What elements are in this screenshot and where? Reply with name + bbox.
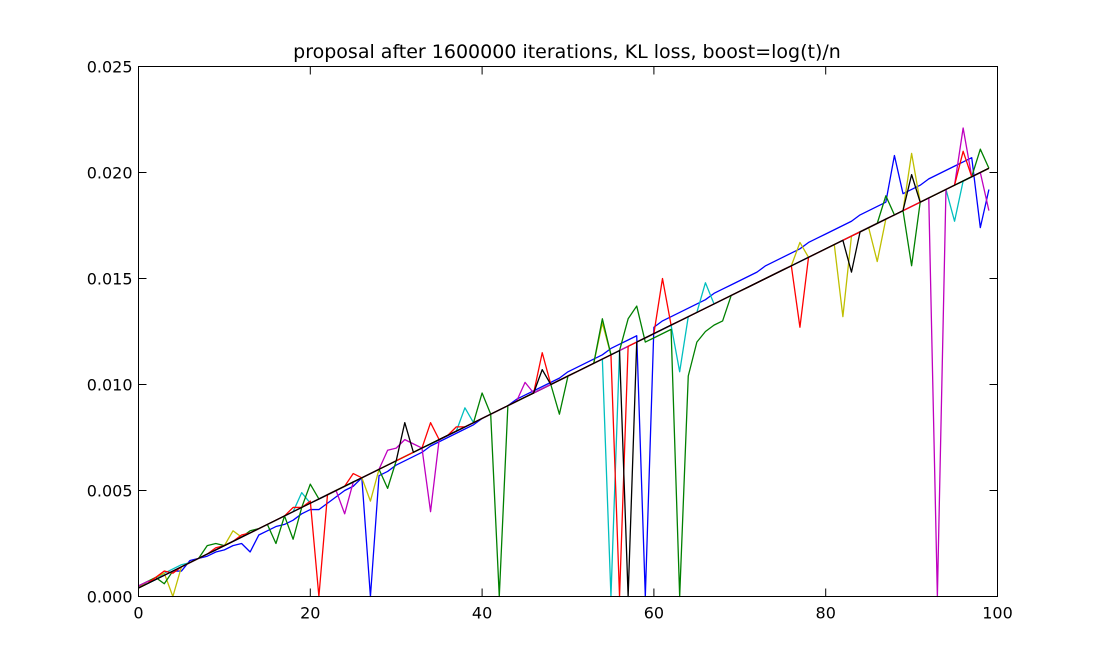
y-tick-label: 0.015: [87, 270, 133, 289]
x-tick-label: 80: [816, 604, 836, 623]
chart-title: proposal after 1600000 iterations, KL lo…: [293, 41, 841, 63]
y-tick-label: 0.000: [87, 588, 133, 607]
y-tick-label: 0.025: [87, 58, 133, 77]
x-tick-label: 20: [300, 604, 320, 623]
series-layer: [138, 127, 990, 598]
series-line-1: [138, 154, 990, 598]
y-tick-label: 0.005: [87, 482, 133, 501]
x-tick-label: 0: [133, 604, 143, 623]
x-tick-label: 60: [644, 604, 664, 623]
series-line-7: [138, 167, 990, 598]
plot-frame: [138, 66, 998, 597]
y-tick-label: 0.020: [87, 164, 133, 183]
y-tick-label: 0.010: [87, 376, 133, 395]
x-tick-label: 100: [982, 604, 1013, 623]
axes-layer: 0 20 40 60 80 100 0.000 0.005 0.010 0.015 0.020 0.0…: [87, 58, 1013, 623]
x-tick-label: 40: [472, 604, 492, 623]
